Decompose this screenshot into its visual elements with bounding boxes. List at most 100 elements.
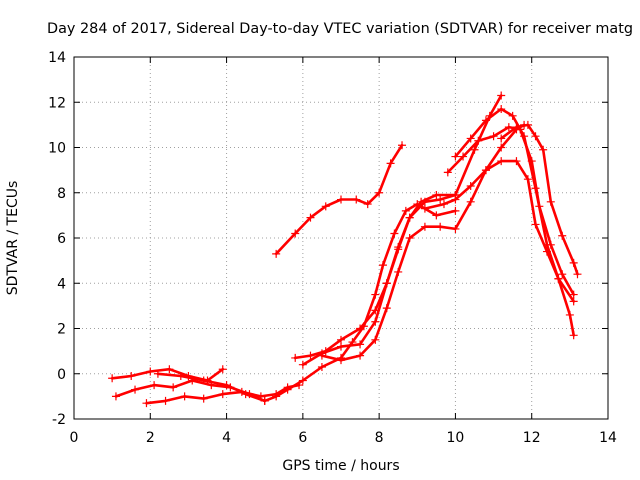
x-tick-label: 4 bbox=[222, 430, 231, 446]
data-point bbox=[451, 224, 460, 233]
data-point bbox=[222, 381, 231, 390]
data-point bbox=[401, 206, 410, 215]
data-point bbox=[504, 123, 513, 132]
data-point bbox=[306, 351, 315, 360]
data-point bbox=[512, 123, 521, 132]
data-point bbox=[371, 317, 380, 326]
data-point bbox=[398, 141, 407, 150]
data-point bbox=[470, 145, 479, 154]
data-point bbox=[474, 136, 483, 145]
data-point bbox=[569, 297, 578, 306]
y-tick-label: 8 bbox=[57, 186, 66, 202]
data-point bbox=[569, 290, 578, 299]
data-point bbox=[386, 159, 395, 168]
series-pass-K bbox=[451, 105, 578, 340]
data-point bbox=[497, 134, 506, 143]
data-point bbox=[169, 383, 178, 392]
data-point bbox=[176, 372, 185, 381]
data-point bbox=[321, 202, 330, 211]
data-point bbox=[390, 229, 399, 238]
data-point bbox=[573, 270, 582, 279]
data-point bbox=[298, 360, 307, 369]
y-tick-label: 12 bbox=[48, 95, 66, 111]
data-point bbox=[337, 356, 345, 365]
data-point bbox=[153, 369, 162, 378]
data-point bbox=[363, 200, 372, 209]
data-point bbox=[298, 376, 307, 385]
chart-title: Day 284 of 2017, Sidereal Day-to-day VTE… bbox=[47, 21, 633, 37]
x-tick-label: 8 bbox=[375, 430, 384, 446]
data-point bbox=[199, 376, 208, 385]
data-point bbox=[272, 249, 281, 258]
data-point bbox=[420, 222, 429, 231]
data-point bbox=[405, 234, 414, 242]
data-point bbox=[546, 197, 555, 206]
x-tick-label: 10 bbox=[447, 430, 465, 446]
data-point bbox=[554, 274, 563, 283]
data-point bbox=[569, 331, 578, 340]
y-tick-label: 6 bbox=[57, 231, 66, 247]
series-line bbox=[274, 143, 404, 256]
x-tick-label: 14 bbox=[599, 430, 617, 446]
series-line bbox=[156, 202, 457, 403]
data-point bbox=[382, 279, 391, 288]
series-line bbox=[145, 383, 301, 405]
data-point bbox=[394, 243, 403, 252]
series-pass-H bbox=[272, 141, 407, 258]
x-tick-label: 2 bbox=[146, 430, 155, 446]
data-point bbox=[569, 258, 578, 267]
x-tick-label: 12 bbox=[523, 430, 541, 446]
series-pass-L bbox=[497, 120, 582, 279]
data-point bbox=[558, 231, 567, 240]
y-tick-label: 14 bbox=[48, 50, 66, 66]
data-point bbox=[508, 111, 517, 120]
data-point bbox=[180, 392, 189, 401]
data-point bbox=[291, 353, 300, 362]
data-point bbox=[451, 195, 460, 204]
data-point bbox=[378, 261, 387, 270]
data-point bbox=[405, 213, 414, 222]
data-point bbox=[432, 191, 441, 200]
data-point bbox=[497, 143, 506, 152]
data-point bbox=[439, 200, 448, 209]
data-point bbox=[127, 372, 136, 381]
data-point bbox=[382, 304, 391, 313]
data-point bbox=[356, 351, 365, 360]
data-point bbox=[420, 204, 429, 213]
data-point bbox=[260, 396, 269, 405]
data-point bbox=[218, 365, 227, 374]
y-tick-label: 2 bbox=[57, 322, 66, 338]
data-point bbox=[371, 290, 380, 299]
data-point bbox=[317, 362, 326, 371]
data-point bbox=[199, 394, 208, 403]
data-point bbox=[356, 324, 365, 333]
data-point bbox=[565, 310, 574, 319]
data-point bbox=[420, 197, 429, 206]
data-point bbox=[432, 211, 441, 220]
data-point bbox=[512, 157, 521, 166]
data-point bbox=[337, 195, 345, 204]
tick-layer bbox=[73, 56, 609, 420]
data-point bbox=[218, 390, 227, 399]
data-point bbox=[111, 392, 120, 401]
series-pass-I bbox=[420, 157, 578, 306]
y-tick-label: 0 bbox=[57, 367, 66, 383]
data-point bbox=[523, 175, 532, 184]
series-pass-G bbox=[317, 120, 529, 365]
data-point bbox=[291, 229, 300, 238]
data-point bbox=[283, 385, 292, 394]
series-line bbox=[423, 159, 576, 303]
data-point bbox=[539, 145, 548, 154]
data-point bbox=[317, 351, 326, 360]
x-axis-label: GPS time / hours bbox=[282, 458, 399, 474]
data-point bbox=[481, 166, 490, 175]
data-point bbox=[142, 399, 151, 408]
series-pass-F bbox=[298, 91, 506, 369]
data-point bbox=[352, 195, 361, 204]
data-point bbox=[443, 168, 452, 177]
data-point bbox=[161, 396, 170, 405]
